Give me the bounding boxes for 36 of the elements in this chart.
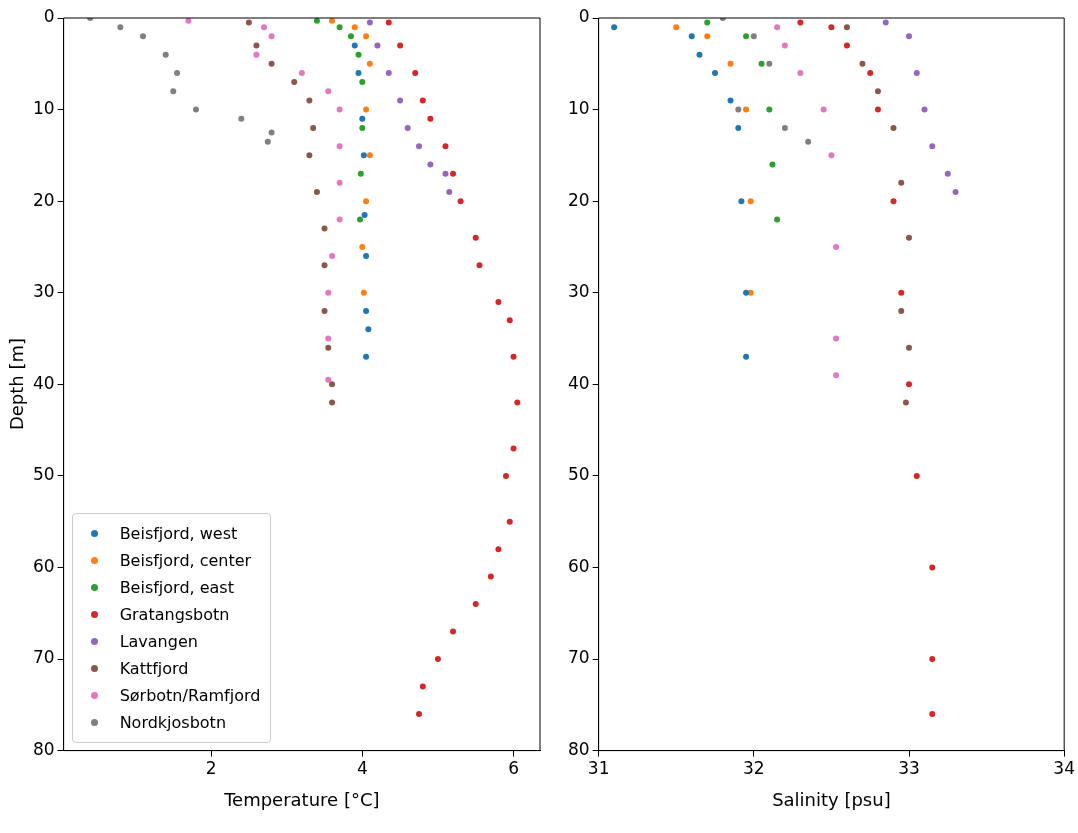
legend-label: Sørbotn/Ramfjord bbox=[119, 685, 261, 705]
y-tick-label: 10 bbox=[32, 98, 55, 118]
x-tick-label: 2 bbox=[205, 758, 217, 779]
x-tick-label: 6 bbox=[508, 758, 519, 779]
y-tick-label: 30 bbox=[567, 281, 590, 302]
y-tick-label: 20 bbox=[32, 189, 55, 210]
x-tick-label: 31 bbox=[587, 758, 610, 779]
y-tick-label: 20 bbox=[567, 189, 590, 210]
y-tick-label: 60 bbox=[567, 555, 590, 576]
x-tick-label: 34 bbox=[1053, 758, 1075, 779]
x-axis-title: Salinity [psu] bbox=[772, 788, 891, 810]
x-tick-label: 4 bbox=[356, 758, 368, 779]
y-tick-label: 80 bbox=[32, 739, 55, 760]
y-tick-label: 50 bbox=[567, 464, 590, 485]
y-tick-label: 0 bbox=[43, 6, 55, 27]
x-tick-label: 33 bbox=[898, 758, 920, 779]
legend-label: Beisfjord, east bbox=[119, 577, 234, 597]
y-tick-label: 40 bbox=[32, 372, 55, 393]
legend-label: Nordkjosbotn bbox=[119, 712, 227, 732]
y-tick-label: 50 bbox=[32, 464, 55, 485]
y-tick-label: 70 bbox=[567, 647, 590, 668]
y-tick-label: 0 bbox=[578, 6, 590, 27]
legend-label: Kattfjord bbox=[119, 658, 189, 678]
y-tick-label: 70 bbox=[32, 647, 55, 668]
x-axis-title: Temperature [°C] bbox=[224, 788, 380, 810]
y-tick-label: 30 bbox=[32, 281, 55, 302]
legend-label: Lavangen bbox=[119, 631, 198, 651]
legend-label: Beisfjord, center bbox=[119, 550, 252, 570]
legend-label: Gratangsbotn bbox=[119, 604, 230, 624]
y-tick-label: 80 bbox=[567, 739, 590, 760]
y-tick-label: 60 bbox=[32, 555, 55, 576]
legend-label: Beisfjord, west bbox=[119, 523, 238, 543]
y-axis-title: Depth [m] bbox=[5, 338, 27, 431]
x-tick-label: 32 bbox=[743, 758, 765, 779]
y-tick-label: 10 bbox=[567, 98, 590, 118]
y-tick-label: 40 bbox=[567, 372, 590, 393]
